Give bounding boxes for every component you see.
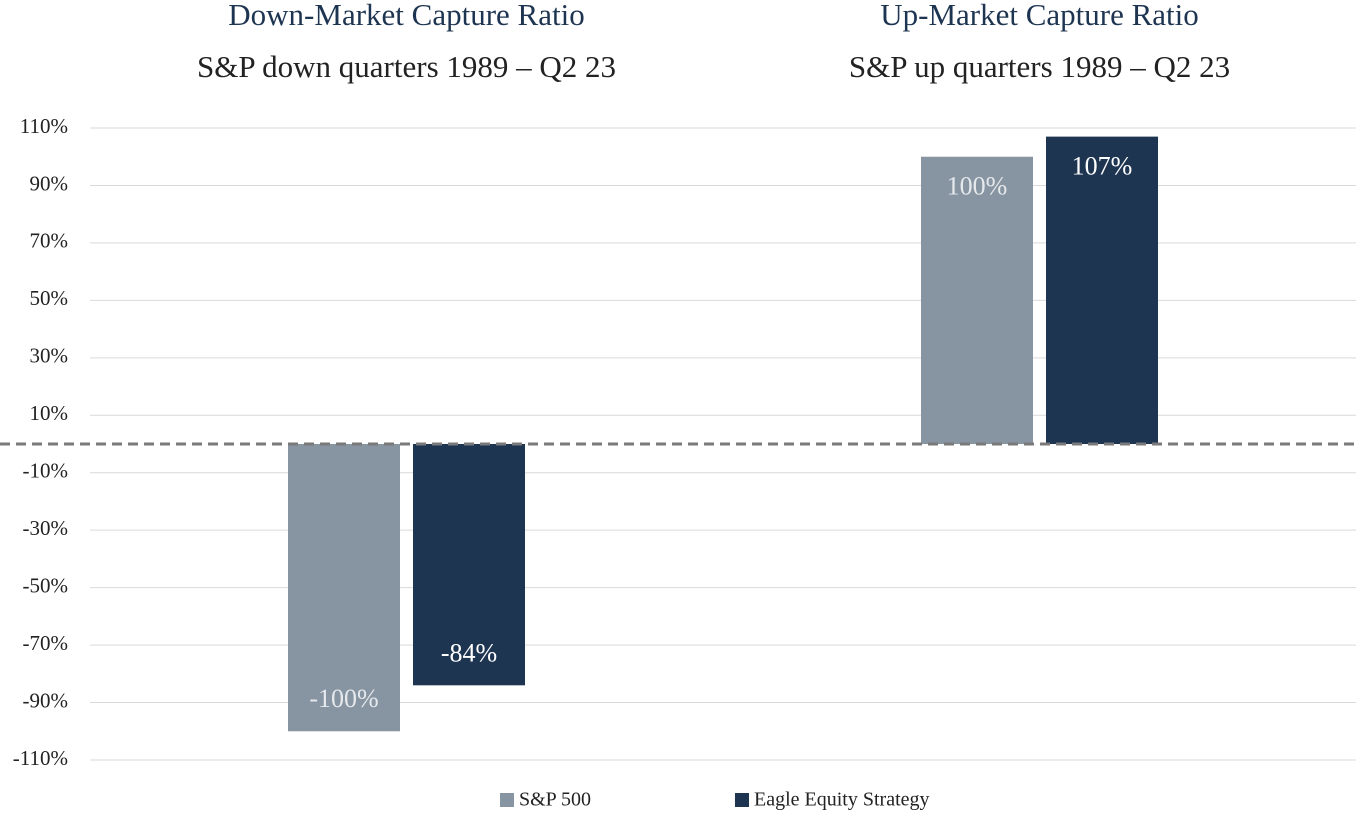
legend-label: Eagle Equity Strategy	[754, 789, 930, 811]
legend-swatch	[735, 793, 749, 807]
y-tick-label: -30%	[23, 516, 69, 540]
y-tick-label: -90%	[23, 688, 69, 712]
category-label: Up-Market Capture Ratio	[880, 0, 1199, 32]
value-label: -100%	[309, 684, 378, 713]
value-label: -84%	[441, 638, 497, 667]
y-tick-label: 10%	[30, 401, 69, 425]
y-tick-label: 30%	[30, 344, 69, 368]
bar	[1046, 136, 1158, 445]
bar	[288, 444, 400, 732]
y-tick-label: 50%	[30, 286, 69, 310]
value-label: 107%	[1072, 152, 1133, 181]
bar	[413, 444, 525, 686]
legend-label: S&P 500	[519, 789, 591, 811]
y-tick-label: 110%	[20, 114, 68, 138]
legend-swatch	[500, 793, 514, 807]
y-tick-label: -50%	[23, 573, 69, 597]
y-tick-label: -10%	[23, 459, 69, 483]
y-tick-label: 90%	[30, 171, 69, 195]
value-label: 100%	[947, 172, 1008, 201]
y-tick-label: 70%	[30, 229, 69, 253]
category-subtitle: S&P up quarters 1989 – Q2 23	[849, 49, 1230, 84]
y-tick-label: -110%	[13, 746, 68, 770]
y-tick-label: -70%	[23, 631, 69, 655]
category-subtitle: S&P down quarters 1989 – Q2 23	[197, 49, 616, 84]
bar	[921, 156, 1033, 444]
category-label: Down-Market Capture Ratio	[228, 0, 584, 32]
